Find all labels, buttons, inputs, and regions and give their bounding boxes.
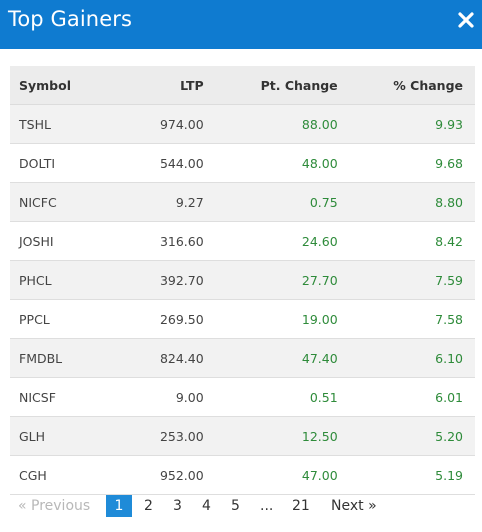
cell-pct-change: 8.42 <box>337 221 475 261</box>
modal-header: Top Gainers <box>0 0 482 49</box>
cell-pt-change: 0.51 <box>203 377 338 417</box>
cell-symbol[interactable]: NICSF <box>10 377 118 417</box>
cell-symbol[interactable]: TSHL <box>10 104 118 144</box>
cell-symbol[interactable]: FMDBL <box>10 338 118 378</box>
gainers-table: Symbol LTP Pt. Change % Change TSHL 974.0… <box>10 66 475 495</box>
cell-ltp: 392.70 <box>117 260 204 300</box>
cell-ltp: 9.00 <box>117 377 204 417</box>
cell-ltp: 544.00 <box>117 143 204 183</box>
cell-pt-change: 12.50 <box>203 416 338 456</box>
close-icon[interactable] <box>456 9 476 31</box>
cell-symbol[interactable]: GLH <box>10 416 118 456</box>
table-row[interactable]: GLH 253.00 12.50 5.20 <box>10 416 475 456</box>
page-link-4[interactable]: 4 <box>202 498 211 514</box>
column-header-ltp[interactable]: LTP <box>117 66 204 105</box>
cell-pct-change: 7.59 <box>337 260 475 300</box>
page-link-3[interactable]: 3 <box>173 498 182 514</box>
cell-ltp: 253.00 <box>117 416 204 456</box>
cell-pct-change: 5.20 <box>337 416 475 456</box>
cell-ltp: 952.00 <box>117 455 204 495</box>
cell-ltp: 316.60 <box>117 221 204 261</box>
table-row[interactable]: NICFC 9.27 0.75 8.80 <box>10 182 475 222</box>
cell-pct-change: 8.80 <box>337 182 475 222</box>
cell-pct-change: 5.19 <box>337 455 475 495</box>
cell-pct-change: 7.58 <box>337 299 475 339</box>
cell-pct-change: 9.68 <box>337 143 475 183</box>
cell-ltp: 269.50 <box>117 299 204 339</box>
table-row[interactable]: DOLTI 544.00 48.00 9.68 <box>10 143 475 183</box>
next-page-link[interactable]: Next » <box>331 498 377 514</box>
table-row[interactable]: CGH 952.00 47.00 5.19 <box>10 455 475 495</box>
page-link-2[interactable]: 2 <box>144 498 153 514</box>
column-header-pct-change[interactable]: % Change <box>337 66 475 105</box>
cell-symbol[interactable]: PHCL <box>10 260 118 300</box>
cell-symbol[interactable]: PPCL <box>10 299 118 339</box>
table-row[interactable]: JOSHI 316.60 24.60 8.42 <box>10 221 475 261</box>
table-row[interactable]: NICSF 9.00 0.51 6.01 <box>10 377 475 417</box>
cell-pt-change: 24.60 <box>203 221 338 261</box>
cell-symbol[interactable]: DOLTI <box>10 143 118 183</box>
cell-pt-change: 47.00 <box>203 455 338 495</box>
cell-pt-change: 27.70 <box>203 260 338 300</box>
cell-pt-change: 47.40 <box>203 338 338 378</box>
cell-symbol[interactable]: JOSHI <box>10 221 118 261</box>
cell-ltp: 974.00 <box>117 104 204 144</box>
table-row[interactable]: FMDBL 824.40 47.40 6.10 <box>10 338 475 378</box>
previous-page-link[interactable]: « Previous <box>18 498 91 514</box>
table-row[interactable]: TSHL 974.00 88.00 9.93 <box>10 104 475 144</box>
cell-symbol[interactable]: NICFC <box>10 182 118 222</box>
column-header-pt-change[interactable]: Pt. Change <box>203 66 338 105</box>
page-link-21[interactable]: 21 <box>292 498 310 514</box>
table-row[interactable]: PPCL 269.50 19.00 7.58 <box>10 299 475 339</box>
cell-pct-change: 6.10 <box>337 338 475 378</box>
cell-pt-change: 0.75 <box>203 182 338 222</box>
cell-symbol[interactable]: CGH <box>10 455 118 495</box>
page-ellipsis: ... <box>260 498 274 514</box>
cell-pct-change: 9.93 <box>337 104 475 144</box>
cell-pt-change: 88.00 <box>203 104 338 144</box>
modal-title: Top Gainers <box>8 7 132 31</box>
cell-pct-change: 6.01 <box>337 377 475 417</box>
table-row[interactable]: PHCL 392.70 27.70 7.59 <box>10 260 475 300</box>
cell-pt-change: 48.00 <box>203 143 338 183</box>
page-link-5[interactable]: 5 <box>231 498 240 514</box>
column-header-symbol[interactable]: Symbol <box>10 66 118 105</box>
cell-ltp: 824.40 <box>117 338 204 378</box>
cell-pt-change: 19.00 <box>203 299 338 339</box>
page-link-1[interactable]: 1 <box>106 495 132 517</box>
gainers-table-container: Symbol LTP Pt. Change % Change TSHL 974.0… <box>10 66 475 495</box>
pagination: « Previous 1 2 3 4 5 ... 21 Next » <box>10 495 480 517</box>
cell-ltp: 9.27 <box>117 182 204 222</box>
table-header-row: Symbol LTP Pt. Change % Change <box>10 66 475 105</box>
